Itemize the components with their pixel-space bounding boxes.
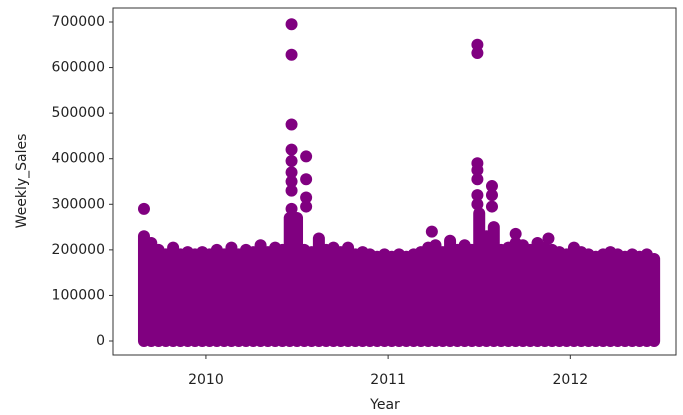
point — [485, 189, 498, 202]
point — [471, 46, 484, 59]
point — [509, 227, 522, 240]
y-tick-label: 500000 — [52, 105, 105, 121]
x-tick-label: 2012 — [553, 372, 589, 388]
point — [471, 189, 484, 202]
point — [285, 202, 298, 215]
point — [285, 154, 298, 167]
point — [285, 118, 298, 131]
y-tick-label: 300000 — [52, 196, 105, 212]
point — [542, 232, 555, 245]
point — [485, 200, 498, 213]
y-tick-label: 600000 — [52, 60, 105, 76]
point — [285, 18, 298, 31]
y-tick-label: 0 — [96, 333, 105, 349]
y-axis-label: Weekly_Sales — [14, 134, 30, 229]
y-tick-label: 200000 — [52, 242, 105, 258]
point — [285, 166, 298, 179]
point — [471, 173, 484, 186]
y-tick-label: 100000 — [52, 287, 105, 303]
point — [471, 38, 484, 51]
point — [471, 164, 484, 177]
point — [300, 150, 313, 163]
point — [285, 184, 298, 197]
plot-frame — [112, 7, 677, 356]
point — [300, 173, 313, 186]
x-axis-label: Year — [369, 397, 400, 413]
point — [285, 143, 298, 156]
point — [300, 200, 313, 213]
x-tick-label: 2011 — [370, 372, 406, 388]
point — [300, 191, 313, 204]
y-tick-label: 700000 — [52, 14, 105, 30]
x-tick-label: 2010 — [188, 372, 224, 388]
y-tick-label: 400000 — [52, 151, 105, 167]
point — [425, 225, 438, 238]
point — [137, 202, 150, 215]
point — [285, 48, 298, 61]
point — [285, 175, 298, 188]
point — [471, 198, 484, 211]
point — [485, 180, 498, 193]
